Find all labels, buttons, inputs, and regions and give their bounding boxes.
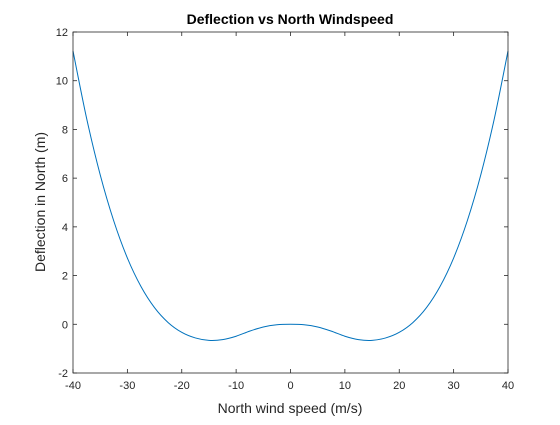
x-tick-label: 40 — [502, 380, 514, 392]
x-tick-label: -30 — [119, 380, 135, 392]
y-tick-label: 0 — [62, 319, 68, 331]
y-axis-label: Deflection in North (m) — [32, 132, 48, 272]
y-tick-label: 10 — [56, 76, 68, 88]
chart-title: Deflection vs North Windspeed — [187, 11, 394, 27]
plot-area — [73, 32, 508, 373]
y-tick-label: 8 — [62, 124, 68, 136]
x-tick-label: 30 — [448, 380, 460, 392]
y-tick-label: 4 — [62, 222, 68, 234]
x-tick-label: -10 — [228, 380, 244, 392]
x-tick-label: 0 — [287, 380, 293, 392]
x-tick-label: -40 — [65, 380, 81, 392]
x-tick-label: -20 — [174, 380, 190, 392]
y-tick-label: 2 — [62, 271, 68, 283]
y-tick-label: -2 — [58, 368, 68, 380]
x-tick-label: 10 — [339, 380, 351, 392]
y-tick-label: 6 — [62, 173, 68, 185]
x-axis-label: North wind speed (m/s) — [218, 400, 363, 416]
x-tick-label: 20 — [393, 380, 405, 392]
y-tick-label: 12 — [56, 27, 68, 39]
